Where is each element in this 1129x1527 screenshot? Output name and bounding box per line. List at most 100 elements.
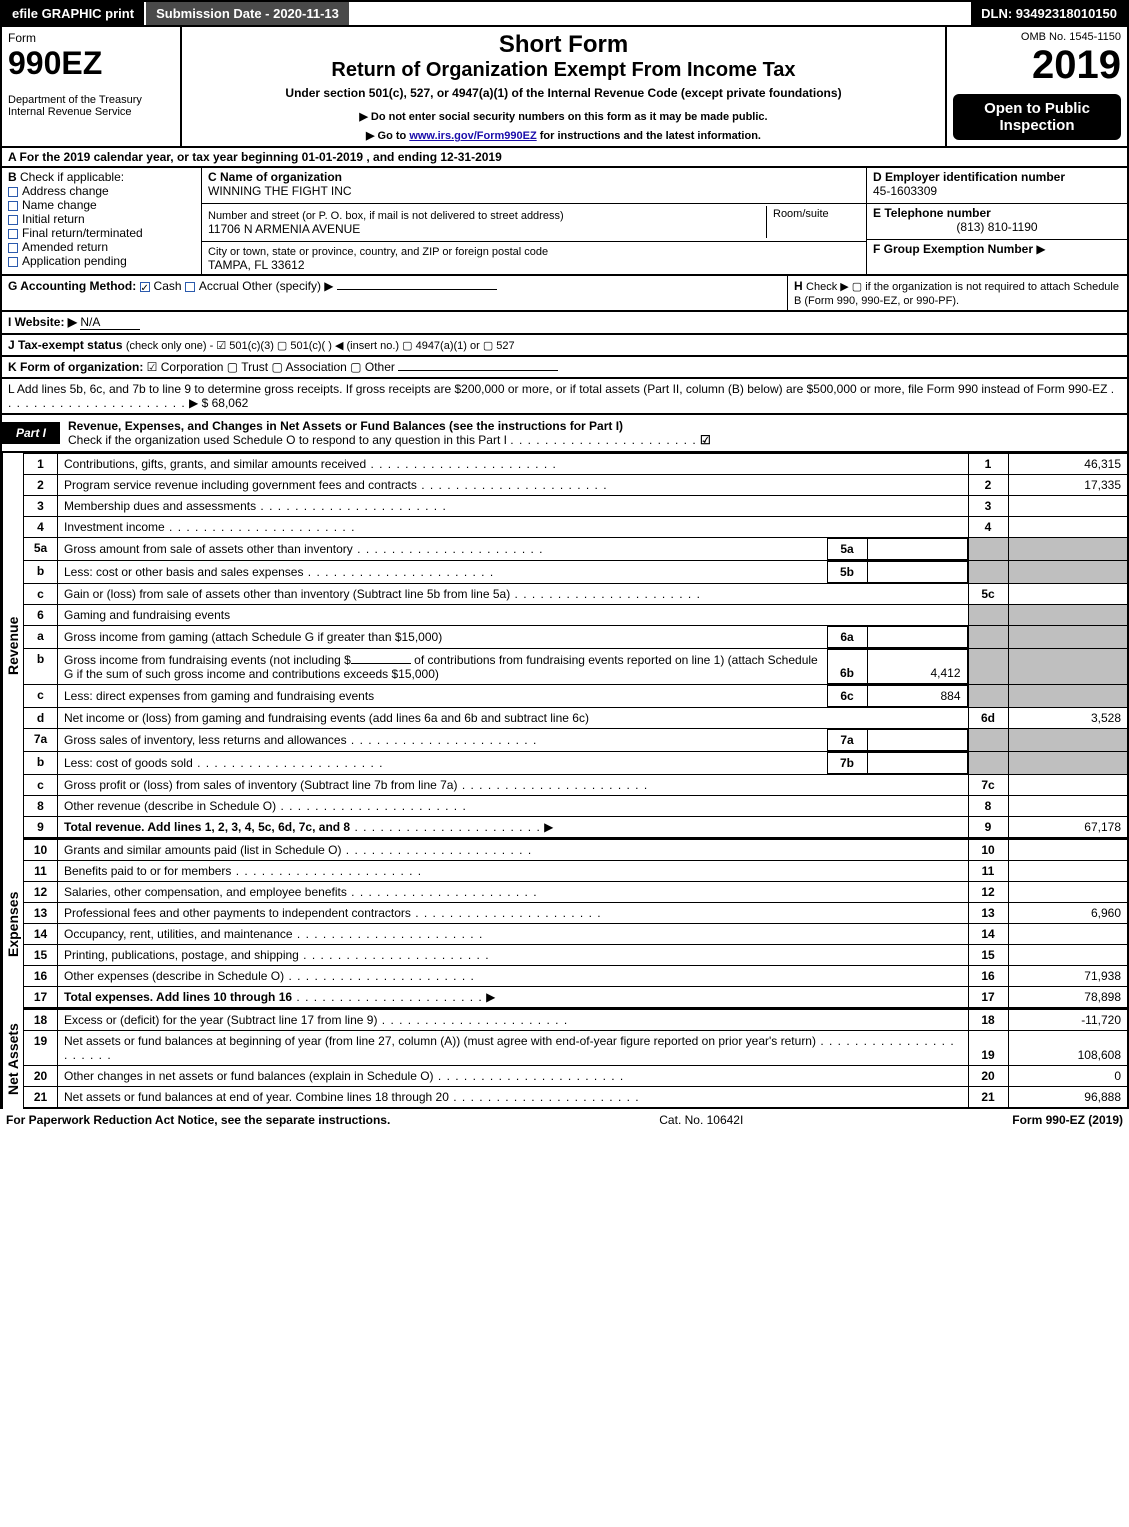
gross-receipts-amount: $ 68,062 — [202, 396, 249, 410]
expenses-section: Expenses 10Grants and similar amounts pa… — [0, 839, 1129, 1009]
shaded — [1008, 561, 1128, 584]
row-k: K Form of organization: ☑ Corporation ▢ … — [0, 357, 1129, 379]
shaded — [1008, 729, 1128, 752]
table-row: 14Occupancy, rent, utilities, and mainte… — [24, 924, 1129, 945]
line-desc: Printing, publications, postage, and shi… — [58, 945, 969, 966]
checkbox-initial-return[interactable] — [8, 215, 18, 225]
box-e-label: E Telephone number — [873, 206, 991, 220]
checkbox-name-change[interactable] — [8, 201, 18, 211]
line-num: 3 — [24, 496, 58, 517]
table-row: 21Net assets or fund balances at end of … — [24, 1087, 1129, 1109]
line-amt — [1008, 517, 1128, 538]
inner-box: 7b — [827, 753, 867, 774]
line-box: 16 — [968, 966, 1008, 987]
contrib-input[interactable] — [351, 663, 411, 664]
paperwork-notice: For Paperwork Reduction Act Notice, see … — [6, 1113, 390, 1127]
line-amt: 46,315 — [1008, 454, 1128, 475]
line-amt: 108,608 — [1008, 1031, 1128, 1066]
table-row: a Gross income from gaming (attach Sched… — [24, 626, 1129, 649]
arrow-icon: ▶ — [359, 111, 371, 123]
addr-label: Number and street (or P. O. box, if mail… — [208, 210, 564, 222]
table-row: 16Other expenses (describe in Schedule O… — [24, 966, 1129, 987]
efile-print-button[interactable]: efile GRAPHIC print — [2, 2, 146, 25]
goto-pre: Go to — [378, 130, 410, 142]
line-desc: Gross sales of inventory, less returns a… — [58, 729, 969, 752]
row-j: J Tax-exempt status (check only one) - ☑… — [0, 335, 1129, 357]
line-amt: 6,960 — [1008, 903, 1128, 924]
irs-link[interactable]: www.irs.gov/Form990EZ — [409, 130, 536, 142]
line-num: 7a — [24, 729, 58, 752]
line-num: a — [24, 626, 58, 649]
line-num: 11 — [24, 861, 58, 882]
line-box: 9 — [968, 817, 1008, 839]
table-row: 19Net assets or fund balances at beginni… — [24, 1031, 1129, 1066]
inner-amt — [867, 627, 967, 648]
line-desc: Gross profit or (loss) from sales of inv… — [58, 775, 969, 796]
line-num: 12 — [24, 882, 58, 903]
line-amt: 17,335 — [1008, 475, 1128, 496]
other-specify-input[interactable] — [337, 289, 497, 290]
title-cell: Short Form Return of Organization Exempt… — [182, 27, 947, 146]
checkbox-amended-return[interactable] — [8, 243, 18, 253]
line-box: 6d — [968, 708, 1008, 729]
goto-post: for instructions and the latest informat… — [540, 130, 761, 142]
open-inspection: Open to Public Inspection — [953, 94, 1121, 140]
ein: 45-1603309 — [873, 184, 937, 198]
other-org-input[interactable] — [398, 370, 558, 371]
shaded — [968, 605, 1008, 626]
shaded — [968, 649, 1008, 685]
table-row: 15Printing, publications, postage, and s… — [24, 945, 1129, 966]
box-c-label: C Name of organization — [208, 170, 342, 184]
omb-number: OMB No. 1545-1150 — [953, 31, 1121, 43]
line-num: c — [24, 685, 58, 708]
line-amt — [1008, 496, 1128, 517]
inner-box: 5b — [827, 562, 867, 583]
form-footer-id: Form 990-EZ (2019) — [1012, 1113, 1123, 1127]
org-name: WINNING THE FIGHT INC — [208, 184, 352, 198]
box-i-label: I Website: ▶ — [8, 315, 77, 329]
part1-checkmark: ☑ — [700, 433, 711, 447]
inner-box: 6a — [827, 627, 867, 648]
line-box: 2 — [968, 475, 1008, 496]
box-def: D Employer identification number 45-1603… — [867, 168, 1127, 274]
box-g-label: G Accounting Method: — [8, 279, 136, 293]
shaded — [1008, 685, 1128, 708]
dept-irs: Internal Revenue Service — [8, 106, 174, 118]
line-num: c — [24, 775, 58, 796]
inner-box: 6b — [827, 650, 867, 684]
dots — [510, 433, 696, 447]
line-num: 2 — [24, 475, 58, 496]
checkbox-cash[interactable] — [140, 282, 150, 292]
line-num: 10 — [24, 840, 58, 861]
line-desc: Total expenses. Add lines 10 through 16 … — [58, 987, 969, 1009]
line-num: 8 — [24, 796, 58, 817]
line-box: 21 — [968, 1087, 1008, 1109]
line-amt: 71,938 — [1008, 966, 1128, 987]
table-row: b Gross income from fundraising events (… — [24, 649, 1129, 685]
table-row: 10Grants and similar amounts paid (list … — [24, 840, 1129, 861]
part1-title-text: Revenue, Expenses, and Changes in Net As… — [68, 419, 623, 433]
box-b-label: B — [8, 170, 17, 184]
line-desc: Grants and similar amounts paid (list in… — [58, 840, 969, 861]
table-row: cGross profit or (loss) from sales of in… — [24, 775, 1129, 796]
table-row: 7a Gross sales of inventory, less return… — [24, 729, 1129, 752]
inner-box: 6c — [827, 686, 867, 707]
line-desc: Membership dues and assessments — [58, 496, 969, 517]
row-i: I Website: ▶ N/A — [0, 312, 1129, 335]
inner-amt — [867, 730, 967, 751]
shaded — [1008, 605, 1128, 626]
website-value: N/A — [80, 315, 140, 330]
checkbox-application-pending[interactable] — [8, 257, 18, 267]
shaded — [1008, 649, 1128, 685]
inner-box: 7a — [827, 730, 867, 751]
line-amt — [1008, 924, 1128, 945]
checkbox-address-change[interactable] — [8, 187, 18, 197]
line-box: 3 — [968, 496, 1008, 517]
right-header-cell: OMB No. 1545-1150 2019 Open to Public In… — [947, 27, 1127, 146]
checkbox-accrual[interactable] — [185, 282, 195, 292]
submission-date: Submission Date - 2020-11-13 — [146, 2, 349, 25]
checkbox-final-return[interactable] — [8, 229, 18, 239]
dept-treasury: Department of the Treasury — [8, 94, 174, 106]
opt-amended: Amended return — [22, 240, 108, 254]
line-amt: -11,720 — [1008, 1010, 1128, 1031]
